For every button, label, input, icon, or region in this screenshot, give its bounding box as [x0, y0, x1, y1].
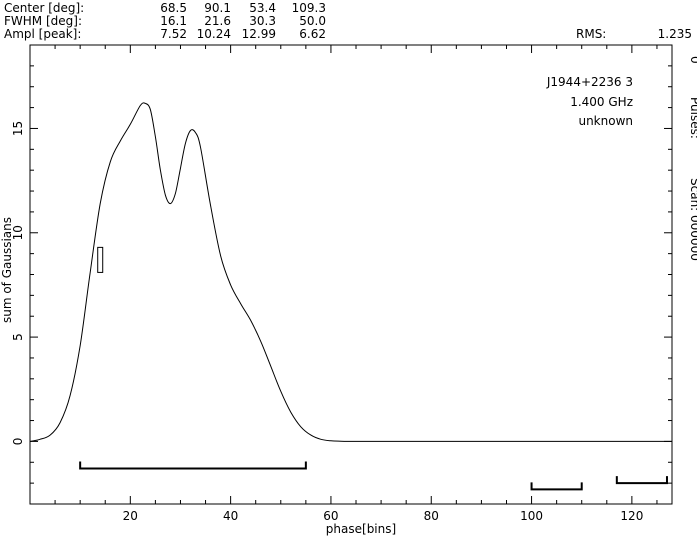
ampl-value-4: 6.62 — [299, 27, 326, 41]
y-tick-label: 10 — [11, 225, 25, 240]
fwhm-value-2: 21.6 — [204, 14, 231, 28]
header-label-center: Center [deg]: — [4, 1, 84, 15]
x-axis-label: phase[bins] — [326, 522, 396, 536]
header-label-ampl: Ampl [peak]: — [4, 27, 81, 41]
source-name: J1944+2236 3 — [546, 75, 633, 89]
status-label: unknown — [578, 114, 633, 128]
rms-label: RMS: — [576, 27, 606, 41]
gaussian-sum-line — [29, 102, 672, 442]
pulses-label: Pulses: — [688, 97, 697, 139]
y-tick-label: 15 — [11, 121, 25, 136]
fwhm-value-3: 30.3 — [249, 14, 276, 28]
markers — [79, 246, 668, 491]
axis-tick-labels: 20 40 60 80 100 120 0 5 10 15 — [11, 121, 643, 523]
x-tick-label: 80 — [424, 509, 439, 523]
scan-label: Scan: 000000 — [688, 178, 697, 261]
fwhm-value-1: 16.1 — [160, 14, 187, 28]
center-value-3: 53.4 — [249, 1, 276, 15]
y-tick-label: 5 — [11, 333, 25, 341]
phase-box-marker — [97, 246, 104, 273]
x-tick-label: 120 — [620, 509, 643, 523]
header-label-fwhm: FWHM [deg]: — [4, 14, 82, 28]
header-table: Center [deg]: FWHM [deg]: Ampl [peak]: 6… — [4, 1, 692, 41]
window-bracket-1 — [79, 461, 307, 470]
plot-frame — [29, 44, 673, 505]
x-tick-label: 40 — [223, 509, 238, 523]
pulses-value: 0 — [688, 56, 697, 64]
x-tick-label: 100 — [520, 509, 543, 523]
ampl-value-3: 12.99 — [242, 27, 276, 41]
center-value-2: 90.1 — [204, 1, 231, 15]
ampl-value-1: 7.52 — [160, 27, 187, 41]
y-axis-label: sum of Gaussians — [0, 217, 14, 323]
y-tick-label: 0 — [11, 438, 25, 446]
window-bracket-2 — [530, 482, 583, 491]
ampl-value-2: 10.24 — [197, 27, 231, 41]
axis-ticks — [30, 45, 672, 504]
frequency-label: 1.400 GHz — [570, 95, 633, 109]
window-bracket-3 — [615, 476, 668, 485]
fwhm-value-4: 50.0 — [299, 14, 326, 28]
rms-value: 1.235 — [658, 27, 692, 41]
x-tick-label: 60 — [323, 509, 338, 523]
x-tick-label: 20 — [123, 509, 138, 523]
center-value-1: 68.5 — [160, 1, 187, 15]
center-value-4: 109.3 — [292, 1, 326, 15]
